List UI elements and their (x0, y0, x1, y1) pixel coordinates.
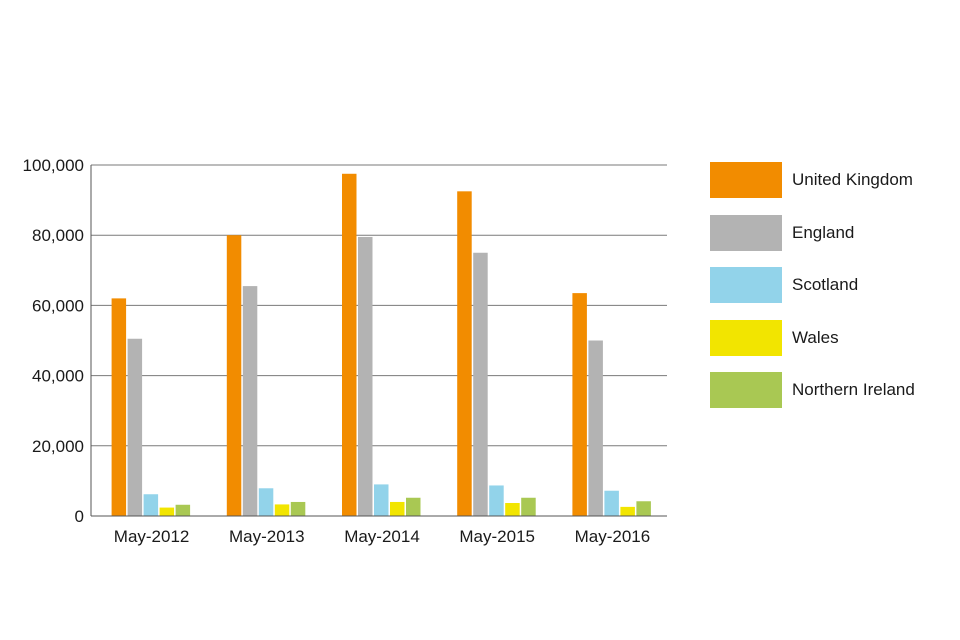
bar (636, 501, 651, 516)
bar (111, 298, 127, 516)
legend-label: Wales (792, 327, 839, 347)
bar (604, 490, 619, 516)
legend-item-england: England (710, 214, 915, 251)
x-tick-label: May-2014 (344, 527, 420, 546)
bar (390, 501, 405, 516)
legend-label: United Kingdom (792, 170, 913, 189)
axes (90, 165, 667, 517)
x-tick-label: May-2015 (459, 527, 535, 546)
legend-item-northern-ireland: Northern Ireland (710, 372, 915, 408)
bar (473, 252, 488, 516)
legend-label: England (792, 222, 855, 242)
bar (143, 494, 159, 516)
bar (374, 484, 389, 516)
legend-swatch (710, 319, 782, 356)
bar (588, 340, 603, 516)
y-tick-label: 0 (75, 507, 84, 526)
bar (258, 488, 274, 516)
bar (127, 338, 143, 516)
bar (521, 497, 536, 516)
x-tick-label: May-2012 (114, 527, 190, 546)
legend-item-scotland: Scotland (710, 267, 915, 303)
bar (175, 504, 191, 516)
bars (111, 173, 651, 516)
y-tick-label: 100,000 (23, 156, 84, 175)
bar (358, 236, 373, 516)
legend-item-united-kingdom: United Kingdom (710, 162, 915, 198)
bar (505, 503, 520, 516)
y-tick-label: 80,000 (32, 226, 84, 245)
y-tick-label: 20,000 (32, 437, 84, 456)
y-tick-label: 40,000 (32, 367, 84, 386)
legend-label: Scotland (792, 275, 859, 294)
bar (290, 501, 306, 516)
x-tick-labels: May-2012 May-2013 May-2014 May-2015 May-2016 (114, 527, 650, 546)
bar (572, 293, 587, 516)
bar (457, 191, 472, 516)
x-tick-label: May-2016 (575, 527, 651, 546)
bar (406, 497, 421, 516)
bar (274, 504, 290, 516)
legend: United Kingdom England Scotland Wales No… (710, 162, 915, 425)
bar (489, 485, 504, 516)
legend-swatch (710, 162, 782, 198)
legend-swatch (710, 267, 782, 303)
bar (620, 506, 635, 516)
gridlines (91, 164, 667, 447)
legend-swatch (710, 214, 782, 251)
legend-item-wales: Wales (710, 319, 915, 356)
bar (226, 235, 242, 516)
legend-label: Northern Ireland (792, 380, 915, 399)
bar (242, 286, 258, 516)
bar (159, 507, 175, 516)
bar (342, 173, 357, 516)
legend-swatch (710, 372, 782, 408)
y-tick-label: 60,000 (32, 296, 84, 315)
x-tick-label: May-2013 (229, 527, 305, 546)
y-tick-labels: 0 20,000 40,000 60,000 80,000 100,000 (23, 156, 84, 526)
